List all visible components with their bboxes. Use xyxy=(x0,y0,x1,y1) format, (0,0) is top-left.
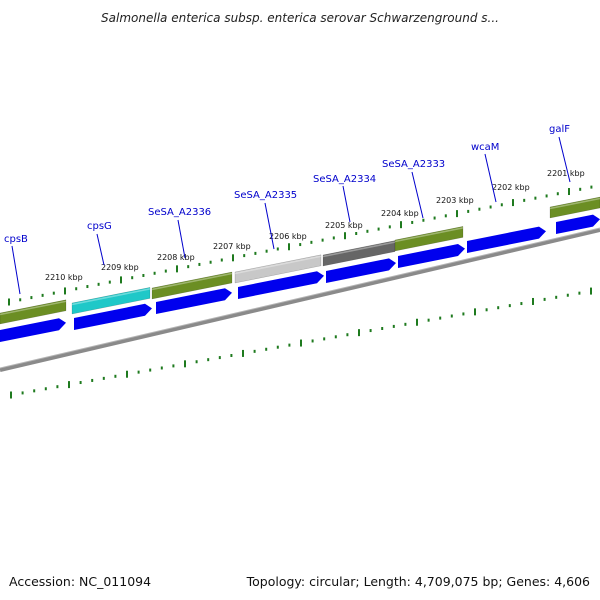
gene-band-6-shine xyxy=(549,197,600,210)
scale-label: 2207 kbp xyxy=(213,242,251,251)
gene-band-1-shine xyxy=(71,288,151,306)
cds-arrow-3 xyxy=(238,271,324,299)
topology-text: Topology: circular; Length: 4,709,075 bp… xyxy=(246,574,590,589)
scale-label: 2205 kbp xyxy=(325,221,363,230)
scale-label: 2210 kbp xyxy=(45,273,83,282)
gene-band-0 xyxy=(0,299,67,325)
gene-band-4 xyxy=(322,240,396,267)
gene-label-galF[interactable]: galF xyxy=(549,124,570,135)
scale-label: 2204 kbp xyxy=(381,209,419,218)
gene-band-0-shine xyxy=(0,300,67,316)
gene-band-3 xyxy=(234,254,322,284)
gene-band-2 xyxy=(151,271,233,300)
gene-label-wcaM[interactable]: wcaM xyxy=(471,142,499,153)
scale-label: 2202 kbp xyxy=(492,183,530,192)
outer-scale-track xyxy=(8,185,593,306)
cds-arrow-5 xyxy=(398,244,465,268)
inner-scale-track xyxy=(10,287,592,399)
scale-label: 2206 kbp xyxy=(269,232,307,241)
gene-label-SeSA_A2333[interactable]: SeSA_A2333 xyxy=(382,159,445,170)
backbone-highlight xyxy=(0,227,600,369)
accession-text: Accession: NC_011094 xyxy=(9,574,151,589)
scale-label: 2209 kbp xyxy=(101,263,139,272)
scale-label: 2208 kbp xyxy=(157,253,195,262)
cds-arrow-0 xyxy=(0,318,66,342)
gene-label-leaders xyxy=(11,136,571,295)
gene-label-SeSA_A2335[interactable]: SeSA_A2335 xyxy=(234,190,297,201)
gene-label-cpsB[interactable]: cpsB xyxy=(4,234,28,245)
gene-label-SeSA_A2336[interactable]: SeSA_A2336 xyxy=(148,207,211,218)
backbone-line xyxy=(0,228,600,372)
gene-label-cpsG[interactable]: cpsG xyxy=(87,221,112,232)
gene-band-2-shine xyxy=(151,272,233,291)
gene-band-6 xyxy=(549,196,600,219)
cds-arrow-1 xyxy=(74,303,152,330)
scale-label: 2201 kbp xyxy=(547,169,585,178)
cds-arrow-7 xyxy=(556,214,600,234)
map-title: Salmonella enterica subsp. enterica sero… xyxy=(101,11,499,25)
gene-band-5-shine xyxy=(394,227,464,243)
gene-label-SeSA_A2334[interactable]: SeSA_A2334 xyxy=(313,174,376,185)
gene-band-4-shine xyxy=(322,241,396,258)
gene-band-3-shine xyxy=(234,255,322,275)
gene-band-5 xyxy=(394,226,464,252)
cds-arrow-4 xyxy=(326,258,396,283)
gene-band-1 xyxy=(71,287,151,315)
cds-arrow-6 xyxy=(467,226,546,253)
scale-label: 2203 kbp xyxy=(436,196,474,205)
gene-features xyxy=(0,196,600,342)
cds-arrow-2 xyxy=(156,288,232,314)
